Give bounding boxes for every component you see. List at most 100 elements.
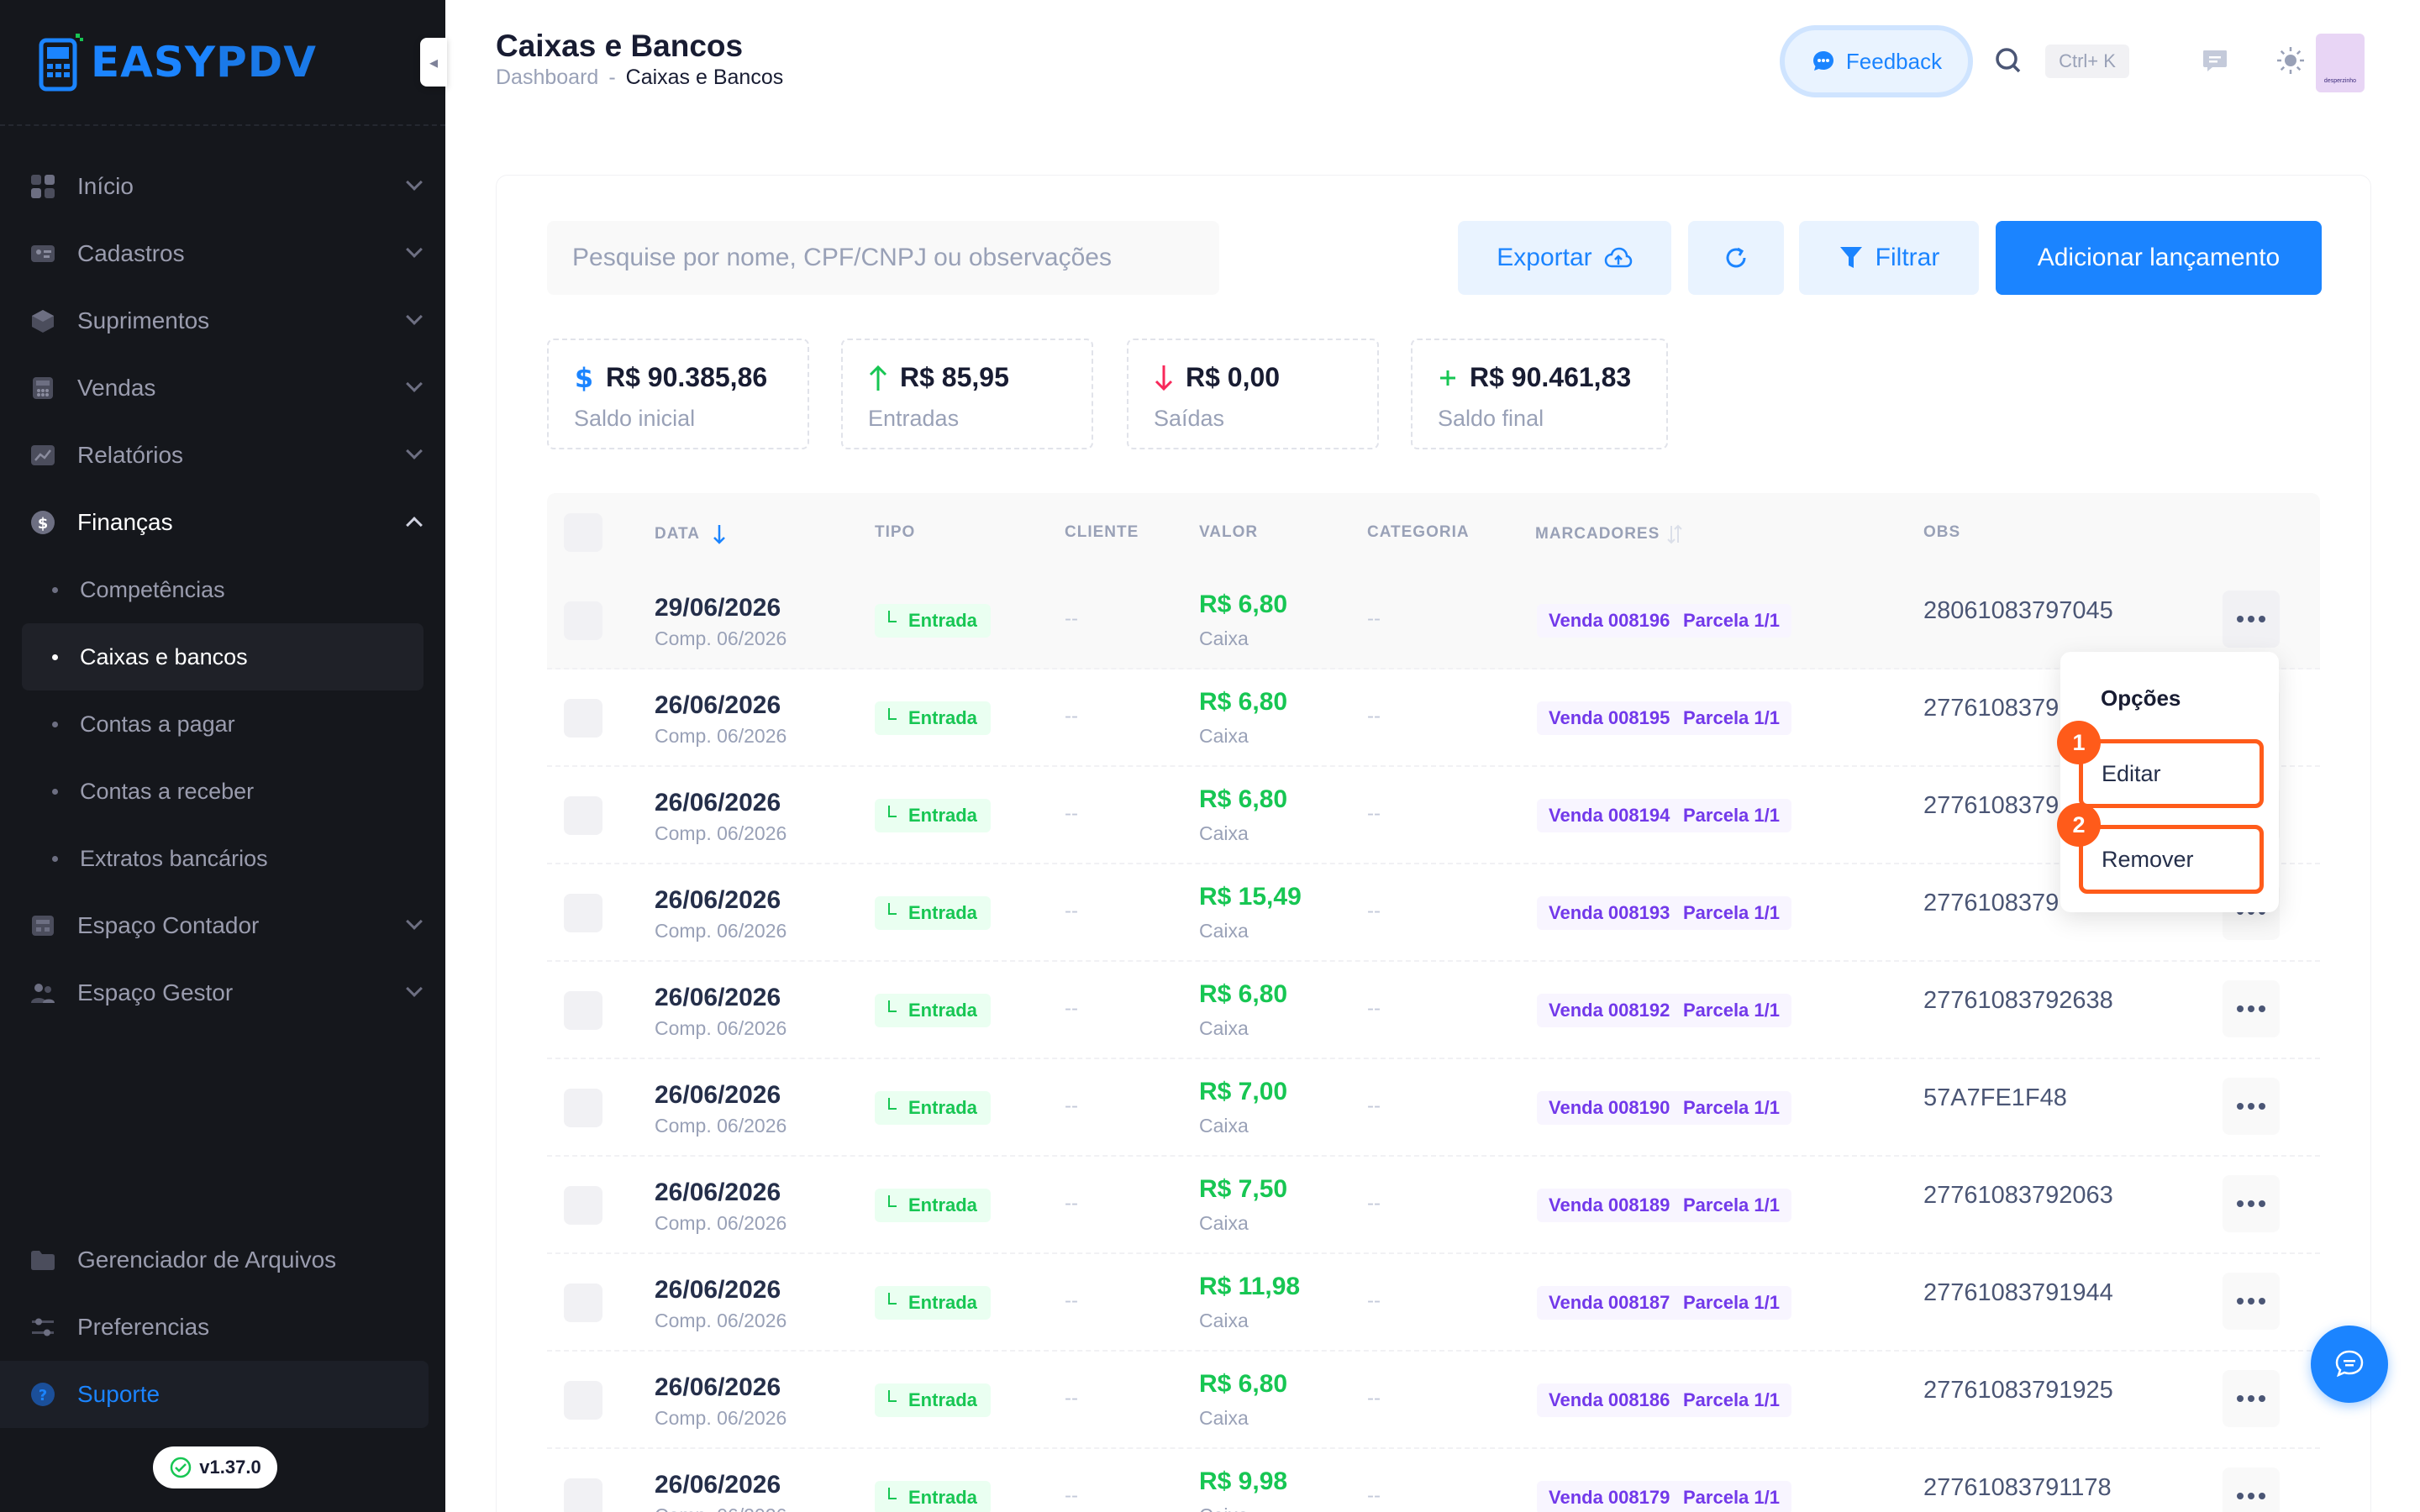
th-cliente[interactable]: CLIENTE bbox=[1065, 523, 1139, 541]
th-categoria[interactable]: CATEGORIA bbox=[1367, 523, 1470, 541]
sidebar-collapse-button[interactable]: ◂ bbox=[420, 38, 447, 87]
sidebar-item-label: Preferencias bbox=[77, 1314, 210, 1340]
user-avatar[interactable]: desperzinho bbox=[2316, 34, 2365, 92]
row-checkbox[interactable] bbox=[564, 796, 602, 835]
tag-venda[interactable]: Venda 008195 bbox=[1537, 701, 1682, 735]
row-actions-button[interactable] bbox=[2223, 980, 2280, 1037]
filter-button[interactable]: Filtrar bbox=[1799, 221, 1979, 295]
tag-venda[interactable]: Venda 008192 bbox=[1537, 994, 1682, 1027]
sidebar-item-preferencias[interactable]: Preferencias bbox=[0, 1294, 445, 1361]
tag-venda[interactable]: Venda 008196 bbox=[1537, 604, 1682, 638]
tag-venda[interactable]: Venda 008186 bbox=[1537, 1383, 1682, 1417]
tag-parcela[interactable]: Parcela 1/1 bbox=[1671, 1286, 1791, 1320]
tag-parcela[interactable]: Parcela 1/1 bbox=[1671, 701, 1791, 735]
table-row[interactable]: 26/06/2026 Comp. 06/2026 Entrada -- R$ 15,49… bbox=[547, 864, 2320, 962]
entries-table: DATA TIPO CLIENTE VALOR CATEGORIA MARCAD… bbox=[547, 493, 2320, 1512]
th-valor[interactable]: VALOR bbox=[1199, 523, 1259, 541]
cell-obs: 27761083791944 bbox=[1923, 1279, 2113, 1306]
sidebar-subitem-contas-a-receber[interactable]: Contas a receber bbox=[0, 758, 445, 825]
tag-parcela[interactable]: Parcela 1/1 bbox=[1671, 1189, 1791, 1222]
sidebar-item-espaco-contador[interactable]: Espaço Contador bbox=[0, 892, 445, 959]
search-input[interactable] bbox=[547, 221, 1219, 295]
table-row[interactable]: 26/06/2026 Comp. 06/2026 Entrada -- R$ 7,50 C… bbox=[547, 1157, 2320, 1254]
row-checkbox[interactable] bbox=[564, 1478, 602, 1512]
row-checkbox[interactable] bbox=[564, 1186, 602, 1225]
tag-parcela[interactable]: Parcela 1/1 bbox=[1671, 604, 1791, 638]
row-actions-button[interactable] bbox=[2223, 591, 2280, 648]
sidebar-item-cadastros[interactable]: Cadastros bbox=[0, 220, 445, 287]
tag-parcela[interactable]: Parcela 1/1 bbox=[1671, 1091, 1791, 1125]
chat-support-button[interactable] bbox=[2311, 1326, 2388, 1403]
sidebar-item-financas[interactable]: $ Finanças bbox=[0, 489, 445, 556]
dot-icon bbox=[2237, 1395, 2244, 1402]
logo-easy: EASY bbox=[91, 38, 217, 87]
theme-toggle-button[interactable] bbox=[2274, 44, 2307, 77]
export-button[interactable]: Exportar bbox=[1458, 221, 1671, 295]
sidebar-item-suporte[interactable]: ? Suporte bbox=[0, 1361, 429, 1428]
search-button[interactable] bbox=[1991, 44, 2025, 77]
table-row[interactable]: 26/06/2026 Comp. 06/2026 Entrada -- R$ 6,80 C… bbox=[547, 669, 2320, 767]
tag-parcela[interactable]: Parcela 1/1 bbox=[1671, 799, 1791, 832]
sidebar-subitem-contas-a-pagar[interactable]: Contas a pagar bbox=[0, 690, 445, 758]
messages-button[interactable] bbox=[2198, 44, 2232, 77]
annotation-badge-2: 2 bbox=[2057, 803, 2101, 847]
sidebar-subitem-competencias[interactable]: Competências bbox=[0, 556, 445, 623]
arrow-down-icon bbox=[1155, 365, 1173, 391]
stat-label: Saldo final bbox=[1438, 406, 1544, 431]
row-checkbox[interactable] bbox=[564, 991, 602, 1030]
tag-venda[interactable]: Venda 008189 bbox=[1537, 1189, 1682, 1222]
tag-venda[interactable]: Venda 008193 bbox=[1537, 896, 1682, 930]
tag-parcela[interactable]: Parcela 1/1 bbox=[1671, 994, 1791, 1027]
sidebar-item-vendas[interactable]: Vendas bbox=[0, 354, 445, 422]
tipo-label: Entrada bbox=[908, 805, 977, 826]
tag-venda[interactable]: Venda 008190 bbox=[1537, 1091, 1682, 1125]
sidebar-item-gerenciador-de-arquivos[interactable]: Gerenciador de Arquivos bbox=[0, 1226, 445, 1294]
table-row[interactable]: 29/06/2026 Comp. 06/2026 Entrada -- R$ 6,80 C… bbox=[547, 572, 2320, 669]
table-row[interactable]: 26/06/2026 Comp. 06/2026 Entrada -- R$ 9,98 C… bbox=[547, 1449, 2320, 1512]
row-actions-button[interactable] bbox=[2223, 1370, 2280, 1427]
th-marcadores[interactable]: MARCADORES bbox=[1535, 523, 1683, 545]
table-row[interactable]: 26/06/2026 Comp. 06/2026 Entrada -- R$ 6,80 C… bbox=[547, 962, 2320, 1059]
menu-item-editar[interactable]: Editar bbox=[2079, 739, 2264, 808]
sort-icon bbox=[1667, 524, 1682, 544]
row-checkbox[interactable] bbox=[564, 1381, 602, 1420]
table-row[interactable]: 26/06/2026 Comp. 06/2026 Entrada -- R$ 7,00 C… bbox=[547, 1059, 2320, 1157]
refresh-button[interactable] bbox=[1688, 221, 1784, 295]
sidebar-subitem-extratos-bancarios[interactable]: Extratos bancários bbox=[0, 825, 445, 892]
tag-venda[interactable]: Venda 008179 bbox=[1537, 1481, 1682, 1512]
add-entry-button[interactable]: Adicionar lançamento bbox=[1996, 221, 2322, 295]
th-tipo[interactable]: TIPO bbox=[875, 523, 916, 541]
tag-venda[interactable]: Venda 008187 bbox=[1537, 1286, 1682, 1320]
th-obs[interactable]: OBS bbox=[1923, 523, 1961, 541]
feedback-button[interactable]: Feedback bbox=[1780, 25, 1973, 97]
tag-parcela[interactable]: Parcela 1/1 bbox=[1671, 1481, 1791, 1512]
row-actions-button[interactable] bbox=[2223, 1273, 2280, 1330]
table-row[interactable]: 26/06/2026 Comp. 06/2026 Entrada -- R$ 6,80 C… bbox=[547, 767, 2320, 864]
row-checkbox[interactable] bbox=[564, 894, 602, 932]
row-actions-button[interactable] bbox=[2223, 1078, 2280, 1135]
row-checkbox[interactable] bbox=[564, 699, 602, 738]
sidebar-item-inicio[interactable]: Início bbox=[0, 153, 445, 220]
tag-parcela[interactable]: Parcela 1/1 bbox=[1671, 896, 1791, 930]
table-row[interactable]: 26/06/2026 Comp. 06/2026 Entrada -- R$ 6,80 C… bbox=[547, 1352, 2320, 1449]
sidebar-item-espaco-gestor[interactable]: Espaço Gestor bbox=[0, 959, 445, 1026]
breadcrumb-dashboard[interactable]: Dashboard bbox=[496, 66, 599, 89]
easypdv-logo[interactable]: EASYPDV bbox=[39, 32, 317, 92]
tag-venda[interactable]: Venda 008194 bbox=[1537, 799, 1682, 832]
sidebar-item-suprimentos[interactable]: Suprimentos bbox=[0, 287, 445, 354]
sidebar-item-relatorios[interactable]: Relatórios bbox=[0, 422, 445, 489]
cell-cliente: -- bbox=[1065, 607, 1078, 630]
row-checkbox[interactable] bbox=[564, 601, 602, 640]
table-row[interactable]: 26/06/2026 Comp. 06/2026 Entrada -- R$ 11,98… bbox=[547, 1254, 2320, 1352]
sidebar-subitem-caixas-e-bancos[interactable]: Caixas e bancos bbox=[22, 623, 424, 690]
menu-item-remover[interactable]: Remover bbox=[2079, 825, 2264, 894]
select-all-checkbox[interactable] bbox=[564, 513, 602, 552]
row-checkbox[interactable] bbox=[564, 1089, 602, 1127]
sidebar-bottom-nav: Gerenciador de Arquivos Preferencias ? S… bbox=[0, 1226, 445, 1428]
th-data[interactable]: DATA bbox=[655, 523, 727, 545]
row-checkbox[interactable] bbox=[564, 1284, 602, 1322]
row-actions-button[interactable] bbox=[2223, 1467, 2280, 1512]
cell-obs: 57A7FE1F48 bbox=[1923, 1084, 2067, 1111]
row-actions-button[interactable] bbox=[2223, 1175, 2280, 1232]
tag-parcela[interactable]: Parcela 1/1 bbox=[1671, 1383, 1791, 1417]
